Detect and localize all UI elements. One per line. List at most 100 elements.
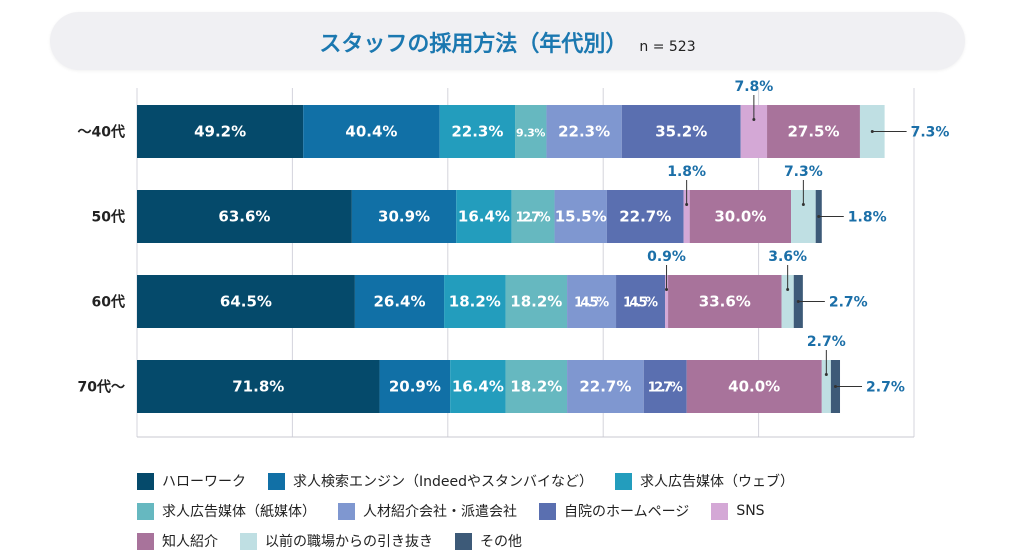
category-label: ～40代 xyxy=(78,124,125,141)
legend-swatch xyxy=(455,532,472,550)
legend-item: 求人検索エンジン（Indeedやスタンバイなど） xyxy=(268,471,593,491)
bar-segment xyxy=(689,190,792,243)
callout-dot xyxy=(824,373,828,376)
legend-item: 人材紹介会社・派遣会社 xyxy=(338,501,517,521)
data-label: 0.9% xyxy=(647,249,686,265)
legend-label: 求人広告媒体（紙媒体） xyxy=(162,504,316,520)
bar-segment xyxy=(354,275,445,328)
bar-segment xyxy=(554,190,607,243)
legend-item: SNS xyxy=(711,502,765,520)
callout-dot xyxy=(752,118,756,121)
legend-item: 自院のホームページ xyxy=(539,501,689,521)
bar-segment xyxy=(439,105,516,158)
legend-swatch xyxy=(539,502,556,520)
sample-size: n = 523 xyxy=(639,39,696,55)
bar-segment xyxy=(781,275,794,328)
data-label: 35.2% xyxy=(655,123,707,141)
legend-swatch xyxy=(137,472,154,490)
bar-segment xyxy=(821,360,831,413)
legend-row: 求人広告媒体（紙媒体） 人材紹介会社・派遣会社 自院のホームページ SNS xyxy=(137,496,937,526)
callout-dot xyxy=(833,385,837,388)
bar-segment xyxy=(137,360,380,413)
legend-label: 求人広告媒体（ウェブ） xyxy=(640,474,795,490)
data-label: 22.3% xyxy=(558,123,610,141)
legend-label: SNS xyxy=(736,503,765,519)
bar-segment xyxy=(616,275,666,328)
callout-dot xyxy=(786,288,790,291)
data-label: 40.0% xyxy=(728,378,780,396)
data-label: 71.8% xyxy=(232,378,284,396)
data-label: 14.5% xyxy=(623,296,658,311)
data-label: 2.7% xyxy=(807,334,846,350)
data-label: 15.5% xyxy=(555,208,607,226)
data-label: 2.7% xyxy=(866,380,905,396)
bar-segment xyxy=(303,105,440,158)
callout-dot xyxy=(665,288,669,291)
data-label: 27.5% xyxy=(787,123,839,141)
bar-segment xyxy=(767,105,860,158)
legend-label: 人材紹介会社・派遣会社 xyxy=(363,504,517,520)
data-label: 30.0% xyxy=(714,208,766,226)
data-label: 2.7% xyxy=(829,295,868,311)
category-label: 70代～ xyxy=(78,379,125,396)
bar-segment xyxy=(567,360,644,413)
legend-label: 以前の職場からの引き抜き xyxy=(265,534,433,550)
data-label: 9.3% xyxy=(516,127,545,140)
data-label: 3.6% xyxy=(768,249,807,265)
legend-swatch xyxy=(137,532,154,550)
legend-item: その他 xyxy=(455,531,522,551)
bar-segment xyxy=(444,275,506,328)
data-label: 14.5% xyxy=(574,296,609,311)
data-label: 18.2% xyxy=(510,378,562,396)
category-label: 60代 xyxy=(92,294,125,311)
bar-segment xyxy=(137,190,352,243)
legend-swatch xyxy=(615,472,633,490)
legend-item: 求人広告媒体（ウェブ） xyxy=(615,471,794,491)
bar-segment xyxy=(606,190,684,243)
data-label: 16.4% xyxy=(452,378,504,396)
data-label: 18.2% xyxy=(510,293,562,311)
title-banner: スタッフの採用方法（年代別） n = 523 xyxy=(50,12,965,70)
legend-row: ハローワーク 求人検索エンジン（Indeedやスタンバイなど） 求人広告媒体（ウェブ… xyxy=(137,466,937,496)
data-label: 40.4% xyxy=(345,123,397,141)
data-label: 30.9% xyxy=(378,208,430,226)
bar-segment xyxy=(505,275,568,328)
bar-segment xyxy=(450,360,506,413)
data-label: 18.2% xyxy=(449,293,501,311)
legend-swatch xyxy=(268,472,285,490)
legend-swatch xyxy=(240,532,257,550)
bar-segment xyxy=(456,190,512,243)
data-label: 64.5% xyxy=(220,293,272,311)
bar-segment xyxy=(621,105,741,158)
callout-dot xyxy=(796,300,800,303)
legend-label: ハローワーク xyxy=(162,474,246,490)
data-label: 1.8% xyxy=(848,210,887,226)
bar-segment xyxy=(686,360,822,413)
data-label: 63.6% xyxy=(218,208,270,226)
bar-segment xyxy=(567,275,617,328)
bar-segment xyxy=(668,275,782,328)
bar-segment xyxy=(665,275,669,328)
data-label: 16.4% xyxy=(458,208,510,226)
bar-segment xyxy=(505,360,568,413)
legend-item: 知人紹介 xyxy=(137,531,218,551)
legend-item: 求人広告媒体（紙媒体） xyxy=(137,501,316,521)
bar-segment xyxy=(643,360,687,413)
bar-segment xyxy=(546,105,622,158)
data-label: 22.7% xyxy=(579,378,631,396)
bar-segment xyxy=(137,275,355,328)
data-label: 7.3% xyxy=(911,125,950,141)
data-label: 26.4% xyxy=(373,293,425,311)
data-label: 7.3% xyxy=(784,164,823,180)
bar-segment xyxy=(515,105,547,158)
data-label: 22.7% xyxy=(619,208,671,226)
data-label: 49.2% xyxy=(194,123,246,141)
data-label: 12.7% xyxy=(648,381,683,396)
legend-item: 以前の職場からの引き抜き xyxy=(240,531,433,551)
bar-segment xyxy=(379,360,451,413)
data-label: 7.8% xyxy=(734,79,773,95)
legend: ハローワーク 求人検索エンジン（Indeedやスタンバイなど） 求人広告媒体（ウェブ… xyxy=(137,466,937,556)
title-text: スタッフの採用方法（年代別） xyxy=(319,32,628,57)
callout-dot xyxy=(817,215,821,218)
